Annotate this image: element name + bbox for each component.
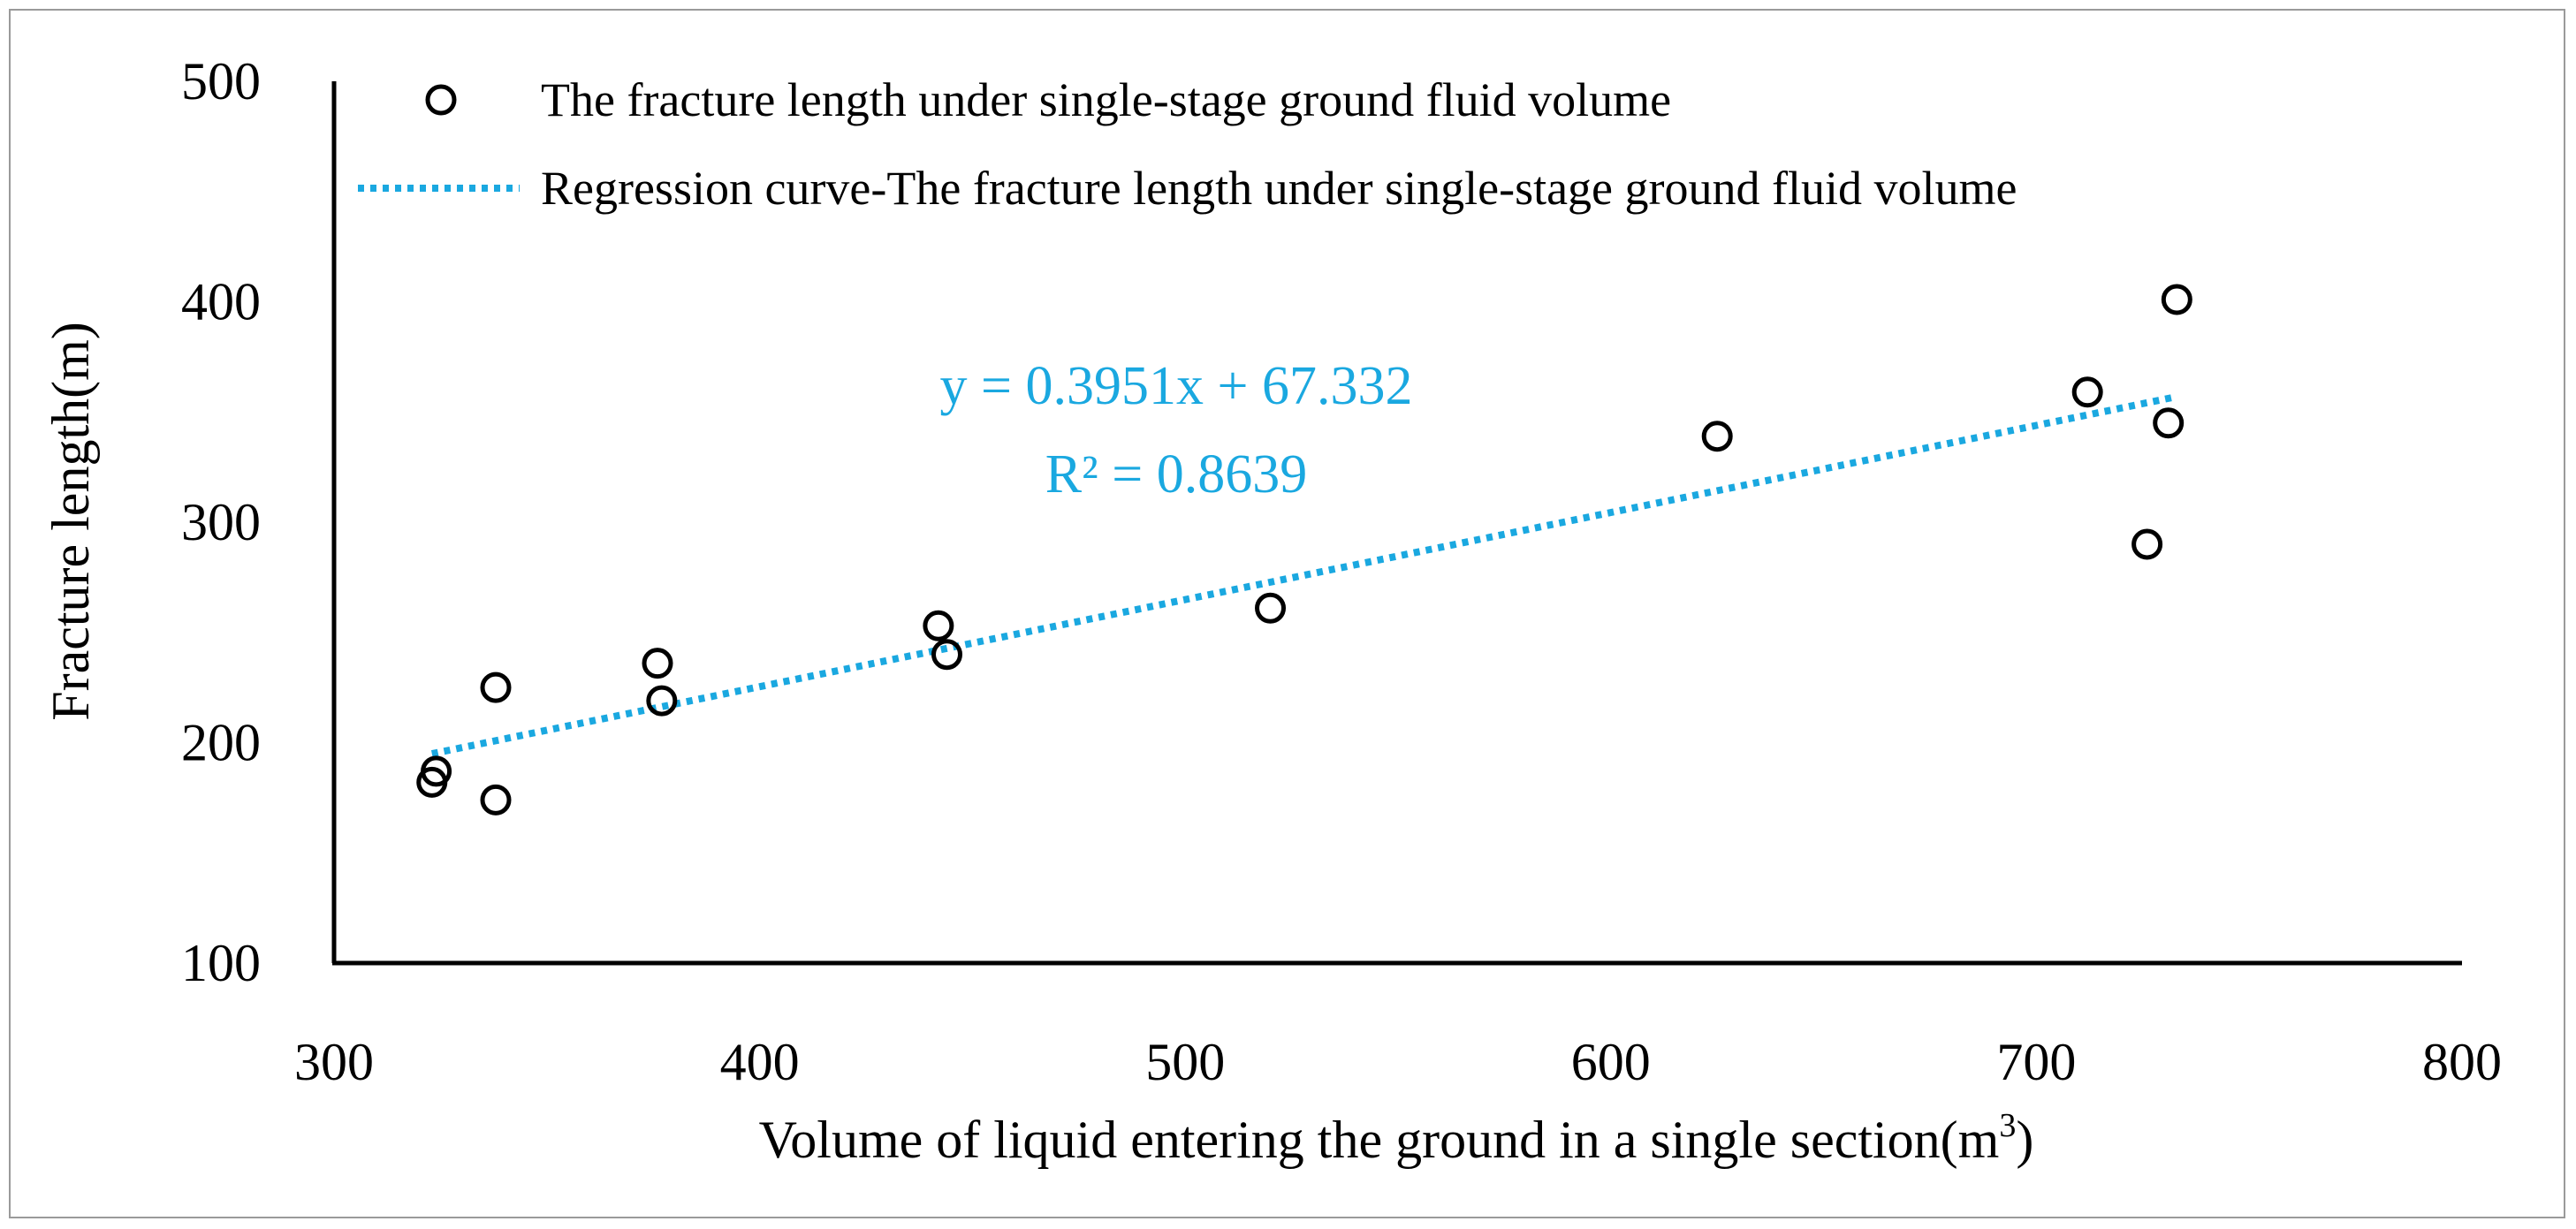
data-points: [416, 284, 2192, 816]
legend-label-trendline: Regression curve-The fracture length und…: [541, 162, 2017, 215]
y-tick-label: 500: [181, 52, 261, 110]
data-point: [1701, 421, 1733, 452]
x-tick-label: 700: [1996, 1033, 2076, 1091]
data-point: [2131, 528, 2163, 560]
y-tick-labels: 100 200 300 400 500: [181, 52, 261, 992]
data-point: [646, 685, 678, 717]
x-axis-title-superscript: 3: [1999, 1107, 2016, 1144]
legend: The fracture length under single-stage g…: [358, 73, 2017, 215]
data-point: [480, 671, 512, 703]
data-point: [931, 639, 963, 671]
data-point: [480, 784, 512, 816]
trendline-r-squared: R² = 0.8639: [1045, 444, 1307, 504]
x-tick-labels: 300 400 500 600 700 800: [294, 1033, 2502, 1091]
x-tick-label: 400: [720, 1033, 800, 1091]
data-point: [923, 610, 954, 641]
x-axis-title-end: ): [2016, 1111, 2033, 1169]
legend-label-scatter: The fracture length under single-stage g…: [541, 73, 1671, 126]
data-point: [421, 755, 452, 787]
y-tick-label: 100: [181, 934, 261, 992]
legend-marker-scatter: [425, 84, 457, 116]
x-tick-label: 300: [294, 1033, 374, 1091]
y-tick-label: 200: [181, 714, 261, 772]
data-point: [2161, 284, 2192, 315]
y-axis-title: Fracture length(m): [42, 322, 100, 721]
data-point: [2071, 376, 2103, 408]
data-point: [642, 648, 673, 679]
x-tick-label: 800: [2422, 1033, 2502, 1091]
y-tick-label: 300: [181, 493, 261, 551]
y-tick-label: 400: [181, 273, 261, 331]
x-axis-title-main: Volume of liquid entering the ground in …: [759, 1111, 2000, 1169]
data-point: [2153, 407, 2185, 439]
data-point: [1255, 592, 1287, 624]
x-tick-label: 500: [1145, 1033, 1225, 1091]
x-axis-title: Volume of liquid entering the ground in …: [759, 1107, 2034, 1169]
x-tick-label: 600: [1571, 1033, 1651, 1091]
trendline-equation: y = 0.3951x + 67.332: [940, 356, 1413, 416]
axes: [331, 81, 2462, 966]
chart-frame: [9, 9, 2565, 1218]
